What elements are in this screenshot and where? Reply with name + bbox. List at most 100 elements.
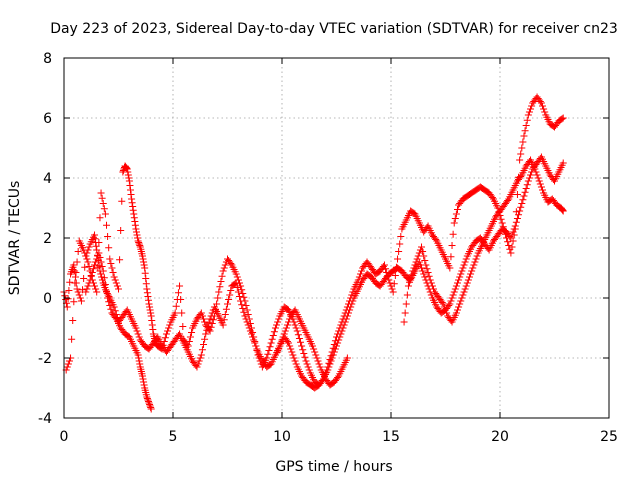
data-point <box>220 264 228 272</box>
data-point <box>143 393 151 401</box>
data-point <box>390 280 398 288</box>
data-point <box>268 335 276 343</box>
data-point <box>144 398 152 405</box>
data-point <box>430 285 438 293</box>
data-point <box>525 174 533 182</box>
data-point <box>215 288 223 296</box>
data-point <box>144 296 152 304</box>
data-point <box>135 354 143 362</box>
data-point <box>342 306 350 314</box>
data-point <box>177 296 185 303</box>
data-point <box>208 320 216 327</box>
data-point <box>130 214 138 222</box>
data-point <box>467 270 475 278</box>
data-point <box>513 191 521 198</box>
data-point <box>452 309 460 317</box>
data-point <box>224 300 231 308</box>
data-point <box>279 333 287 341</box>
data-point <box>413 255 421 263</box>
data-point <box>419 267 427 275</box>
data-point <box>349 288 357 296</box>
data-point <box>267 339 275 347</box>
data-point <box>73 258 81 266</box>
data-point <box>293 327 301 335</box>
x-tick-label-3: 15 <box>382 429 400 445</box>
data-point <box>235 293 243 300</box>
data-point <box>105 298 113 306</box>
data-point <box>338 318 346 326</box>
data-point <box>140 261 148 269</box>
data-point <box>138 252 146 260</box>
data-point <box>107 260 115 267</box>
y-tick-label-0: -4 <box>38 411 52 427</box>
data-point <box>207 323 215 331</box>
data-point <box>533 171 541 179</box>
data-point <box>98 263 106 270</box>
data-point <box>343 354 351 362</box>
data-point <box>455 303 463 311</box>
data-point <box>174 289 182 297</box>
data-point <box>141 269 149 277</box>
data-point <box>458 267 466 275</box>
data-point <box>463 279 471 287</box>
data-point <box>213 300 221 308</box>
data-point <box>337 321 345 329</box>
data-point <box>397 233 405 240</box>
data-point <box>286 342 294 350</box>
data-point <box>315 360 323 368</box>
data-point <box>525 108 533 116</box>
data-point <box>340 312 348 320</box>
data-point <box>406 278 414 286</box>
data-point <box>304 363 312 371</box>
data-point <box>217 278 225 285</box>
data-point <box>274 318 282 326</box>
data-point <box>80 246 88 254</box>
data-point <box>198 312 206 320</box>
data-point <box>265 347 273 354</box>
x-tick-label-5: 25 <box>600 429 618 445</box>
data-point <box>164 327 172 335</box>
data-point <box>95 249 103 257</box>
data-point <box>302 357 310 365</box>
data-point <box>141 264 149 272</box>
y-tick-label-3: 2 <box>43 231 52 247</box>
data-point <box>462 255 470 263</box>
data-point <box>132 225 140 233</box>
data-point <box>131 218 139 225</box>
data-point <box>423 265 431 273</box>
data-point <box>449 291 457 299</box>
data-point <box>264 350 272 358</box>
data-point <box>125 174 133 182</box>
plot-frame <box>63 57 610 419</box>
data-point <box>176 282 184 290</box>
data-point <box>505 242 513 249</box>
data-point <box>124 171 132 179</box>
data-point <box>283 321 291 329</box>
data-point <box>291 321 299 329</box>
data-point <box>517 203 525 211</box>
data-point <box>503 234 511 242</box>
data-point <box>536 180 544 188</box>
data-point <box>559 159 567 167</box>
data-point <box>146 306 154 314</box>
data-point <box>243 306 251 314</box>
data-point <box>470 261 478 269</box>
data-point <box>334 374 342 381</box>
data-point <box>185 338 193 345</box>
data-point <box>325 359 333 367</box>
data-point <box>451 285 459 293</box>
data-point <box>427 279 435 287</box>
data-point <box>275 315 283 323</box>
data-point <box>221 261 229 269</box>
data-point <box>462 282 470 290</box>
data-point <box>206 327 214 335</box>
data-point <box>278 336 286 344</box>
data-point <box>256 357 264 365</box>
data-point <box>140 258 148 266</box>
data-point <box>130 210 138 218</box>
data-point <box>446 264 454 272</box>
data-point <box>69 317 77 324</box>
data-point <box>84 282 92 290</box>
data-point <box>132 324 140 332</box>
data-point <box>148 321 156 329</box>
